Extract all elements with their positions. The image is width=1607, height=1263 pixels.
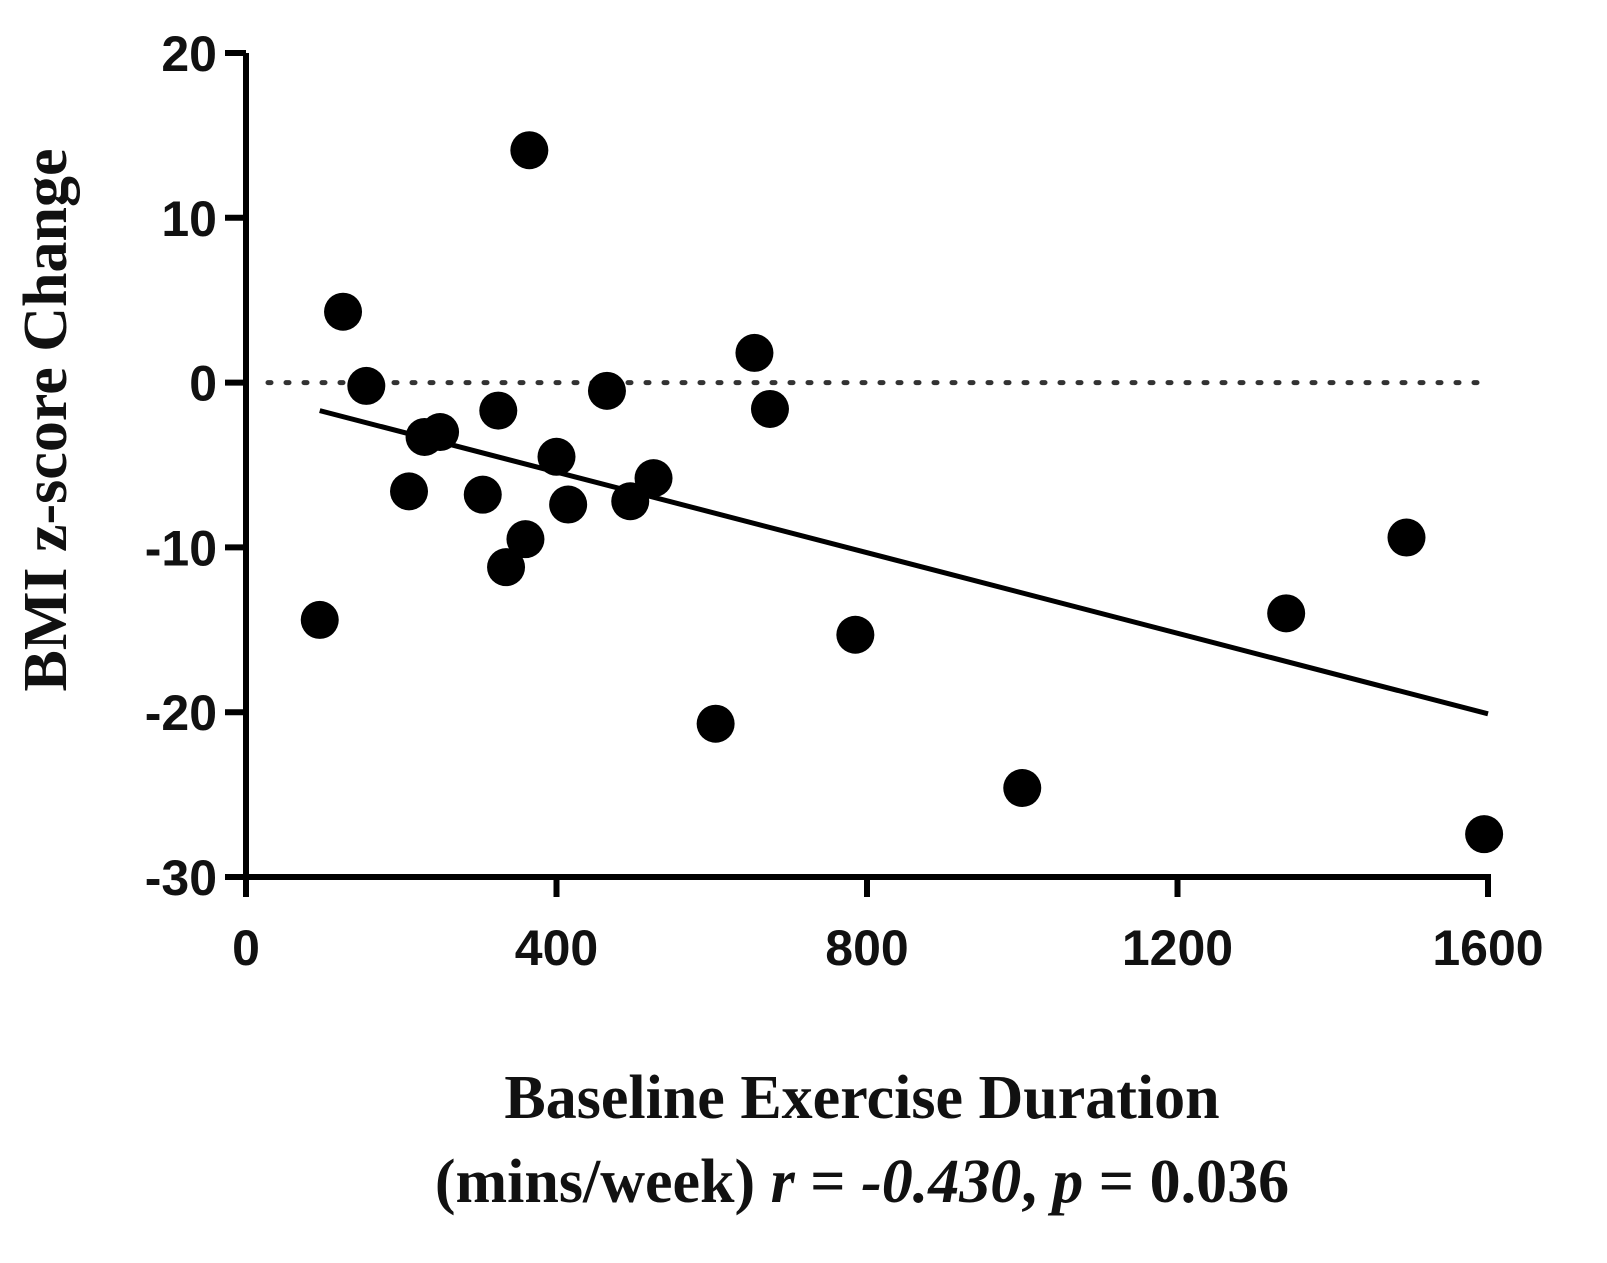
x-tick-label: 0 [232,920,260,976]
data-point [735,333,774,372]
x-axis-title: Baseline Exercise Duration [504,1064,1219,1132]
data-point [479,391,518,430]
y-tick-label: 10 [161,191,217,247]
data-point [1003,769,1042,808]
r-symbol: r [771,1148,796,1216]
y-tick-label: -20 [145,685,217,741]
p-symbol: p [1047,1148,1083,1216]
data-point [1267,594,1306,633]
data-point [347,366,386,405]
data-point [587,371,626,410]
data-point [836,615,875,654]
data-point [696,704,735,743]
y-tick-label: 0 [189,356,217,412]
data-point [634,459,673,498]
axes: -30 -20 -10 0 10 20 0 400 800 1200 1600 [145,26,1544,976]
data-point [324,292,363,331]
p-value: 0.036 [1150,1148,1290,1216]
data-point [506,520,545,559]
data-point [390,472,429,511]
data-point [549,485,588,524]
regression-line [319,408,1489,717]
data-point [300,600,339,639]
data-point [611,482,650,521]
data-point [510,131,549,170]
r-equals: = [795,1148,861,1216]
data-point [537,437,576,476]
x-tick-label: 400 [515,920,598,976]
x-tick-label: 1200 [1122,920,1233,976]
data-point [463,475,502,514]
y-axis-title: BMI z-score Change [12,149,80,692]
stats-comma: , [1021,1148,1052,1216]
data-point [487,548,526,587]
p-equals: = [1083,1148,1149,1216]
y-tick-label: 20 [161,26,217,82]
data-point [421,413,460,452]
data-point [1465,815,1504,854]
plot-area [265,380,1491,717]
x-tick-label: 800 [825,920,908,976]
units-text: (mins/week) [435,1148,771,1216]
data-point [750,389,789,428]
y-tick-label: -30 [145,850,217,906]
r-value: -0.430 [861,1148,1021,1216]
data-points [300,131,1504,854]
x-axis-subtitle-stats: (mins/week) r = -0.430, p = 0.036 [435,1148,1289,1216]
data-point [1387,518,1426,557]
x-tick-label: 1600 [1432,920,1543,976]
y-tick-label: -10 [145,520,217,576]
